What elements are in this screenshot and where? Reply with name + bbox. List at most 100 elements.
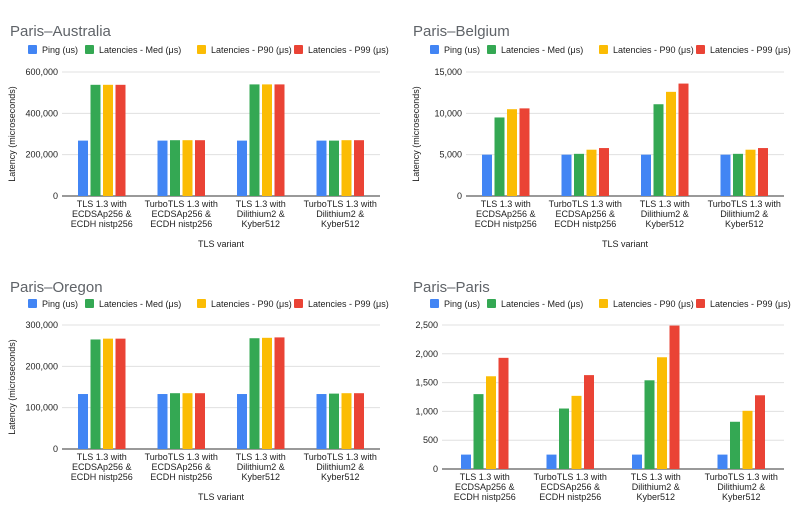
- y-axis-title: Latency (microseconds): [7, 86, 17, 182]
- bar-p90: [657, 357, 667, 469]
- bar-p99: [195, 140, 205, 196]
- bar-ping: [78, 140, 88, 196]
- bar-ping: [641, 154, 651, 196]
- bar-ping: [237, 394, 247, 449]
- chart-panel-0: Paris–Australia Ping (us) Latencies - Med …: [7, 23, 389, 249]
- bar-p90: [507, 109, 517, 196]
- x-tick-label: TLS 1.3 with: [236, 452, 286, 462]
- chart-legend: Ping (us) Latencies - Med (μs) Latencies -…: [28, 45, 389, 55]
- x-tick-label: Dilithium2 &: [237, 209, 285, 219]
- legend-label: Latencies - P90 (μs): [613, 45, 694, 55]
- x-tick-label: ECDSAp256 &: [455, 482, 515, 492]
- legend-swatch: [696, 299, 705, 308]
- legend-swatch: [599, 299, 608, 308]
- y-tick-label: 5,000: [439, 150, 462, 160]
- legend-swatch: [599, 45, 608, 54]
- bar-p99: [755, 395, 765, 469]
- bar-p90: [182, 140, 193, 196]
- bar-med: [559, 408, 569, 469]
- x-tick-label: TurboTLS 1.3 with: [708, 199, 781, 209]
- x-tick-label: TurboTLS 1.3 with: [304, 452, 377, 462]
- x-tick-label: ECDH nistp256: [150, 219, 212, 229]
- x-tick-label: Kyber512: [725, 219, 764, 229]
- legend-label: Latencies - Med (μs): [501, 299, 583, 309]
- x-tick-label: Kyber512: [321, 219, 360, 229]
- bar-p90: [103, 338, 113, 449]
- bar-p99: [519, 108, 530, 196]
- chart-title: Paris–Paris: [413, 279, 490, 296]
- bar-p99: [274, 337, 285, 449]
- x-tick-label: TLS 1.3 with: [460, 472, 510, 482]
- bar-p90: [103, 84, 113, 196]
- chart-title: Paris–Oregon: [10, 279, 103, 296]
- bar-ping: [237, 140, 247, 196]
- x-tick-label: TLS 1.3 with: [77, 199, 127, 209]
- bar-ping: [157, 140, 168, 196]
- bar-p99: [498, 357, 509, 469]
- y-tick-label: 0: [53, 444, 58, 454]
- legend-swatch: [28, 299, 37, 308]
- x-tick-label: TurboTLS 1.3 with: [145, 199, 218, 209]
- bar-p90: [586, 149, 597, 196]
- x-tick-label: ECDH nistp256: [554, 219, 616, 229]
- x-tick-label: ECDSAp256 &: [72, 209, 132, 219]
- legend-swatch: [430, 299, 439, 308]
- legend-label: Ping (us): [42, 45, 78, 55]
- y-tick-label: 100,000: [25, 403, 58, 413]
- y-tick-label: 600,000: [25, 67, 58, 77]
- bar-med: [249, 84, 260, 196]
- bar-med: [653, 104, 664, 196]
- bar-med: [733, 153, 743, 196]
- x-tick-label: Kyber512: [645, 219, 684, 229]
- bar-p90: [182, 393, 193, 449]
- y-tick-label: 500: [423, 435, 438, 445]
- chart-panel-1: Paris–Belgium Ping (us) Latencies - Med (μ…: [411, 23, 791, 249]
- bar-med: [90, 339, 101, 449]
- x-tick-label: ECDSAp256 &: [476, 209, 536, 219]
- y-tick-label: 1,500: [415, 378, 438, 388]
- bar-med: [329, 140, 339, 196]
- x-tick-label: TurboTLS 1.3 with: [145, 452, 218, 462]
- chart-title: Paris–Belgium: [413, 23, 510, 40]
- bar-p99: [195, 393, 205, 449]
- bar-p99: [584, 375, 594, 469]
- y-tick-label: 0: [53, 191, 58, 201]
- bar-p90: [571, 395, 582, 469]
- bar-p90: [262, 337, 272, 449]
- bar-p99: [354, 140, 364, 196]
- bar-med: [90, 84, 101, 196]
- bar-p99: [758, 148, 768, 196]
- bar-ping: [561, 154, 572, 196]
- bar-med: [170, 393, 180, 449]
- bar-med: [473, 394, 484, 469]
- x-tick-label: ECDH nistp256: [475, 219, 537, 229]
- bar-med: [574, 153, 584, 196]
- legend-swatch: [28, 45, 37, 54]
- x-tick-label: Dilithium2 &: [316, 209, 364, 219]
- bar-ping: [546, 454, 557, 469]
- y-tick-label: 15,000: [434, 67, 462, 77]
- legend-label: Latencies - P90 (μs): [211, 299, 292, 309]
- x-tick-label: Dilithium2 &: [632, 482, 680, 492]
- bar-med: [644, 380, 655, 469]
- x-axis-title: TLS variant: [198, 492, 245, 502]
- y-axis-title: Latency (microseconds): [411, 86, 421, 182]
- y-tick-label: 2,000: [415, 349, 438, 359]
- legend-swatch: [85, 45, 94, 54]
- x-tick-label: Dilithium2 &: [316, 462, 364, 472]
- x-tick-label: Dilithium2 &: [717, 482, 765, 492]
- bar-p90: [262, 84, 272, 196]
- legend-swatch: [487, 45, 496, 54]
- x-tick-label: Kyber512: [722, 492, 761, 502]
- x-tick-label: Kyber512: [241, 219, 280, 229]
- bar-ping: [157, 394, 168, 449]
- bar-p99: [274, 84, 285, 196]
- bar-med: [730, 421, 740, 469]
- x-tick-label: ECDH nistp256: [71, 219, 133, 229]
- x-tick-label: TurboTLS 1.3 with: [534, 472, 607, 482]
- bar-ping: [632, 454, 642, 469]
- x-tick-label: ECDSAp256 &: [151, 462, 211, 472]
- x-tick-label: TurboTLS 1.3 with: [705, 472, 778, 482]
- legend-label: Latencies - P99 (μs): [308, 45, 389, 55]
